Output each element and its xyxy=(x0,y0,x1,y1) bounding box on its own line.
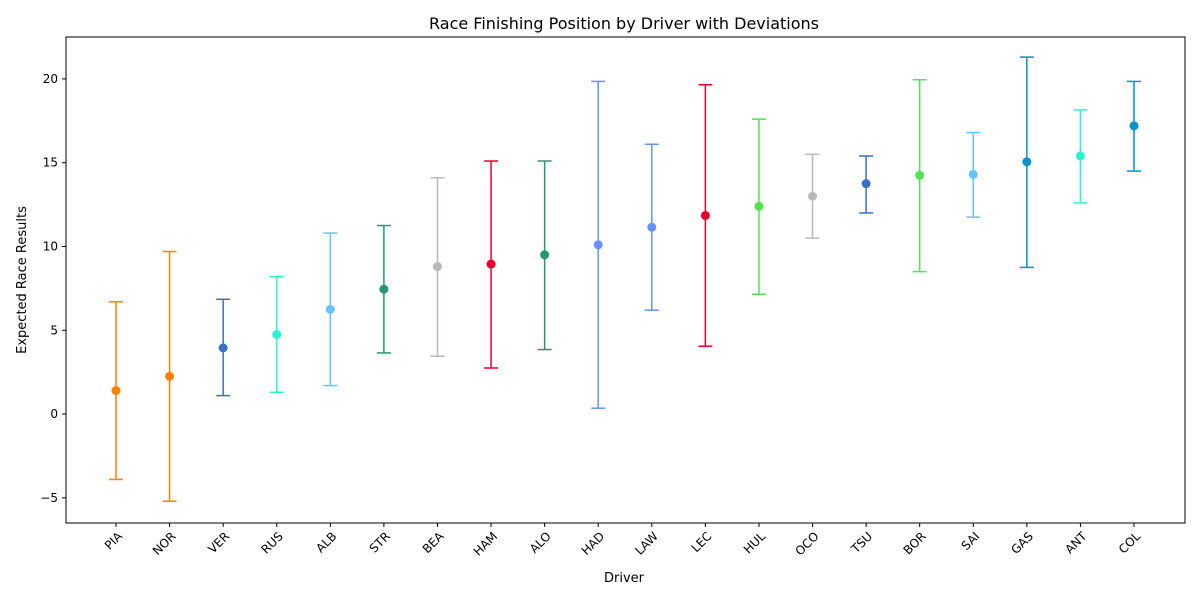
error-bar-sai xyxy=(966,131,981,218)
x-tick-label: SAI xyxy=(959,529,983,553)
error-bar-lec xyxy=(698,84,713,347)
error-bar-ver xyxy=(216,298,231,397)
error-bar-oco xyxy=(805,153,820,239)
data-point-alo xyxy=(540,250,550,260)
x-tick-label: ALB xyxy=(313,529,339,555)
x-axis: PIA NOR VER RUS ALB STR BEA HAM ALO HAD LAW LEC HUL O… xyxy=(102,523,1143,559)
y-tick-label: 15 xyxy=(43,156,58,170)
chart-title: Race Finishing Position by Driver with D… xyxy=(429,14,819,33)
axes-frame xyxy=(65,36,1186,524)
x-tick-label: ALO xyxy=(527,529,554,556)
x-tick-label: TSU xyxy=(848,529,875,556)
x-tick-label: RUS xyxy=(258,529,285,556)
y-tick-label: 20 xyxy=(43,72,58,86)
data-point-col xyxy=(1129,121,1139,131)
error-bar-rus xyxy=(269,275,284,394)
data-point-rus xyxy=(272,329,282,339)
x-tick-label: LEC xyxy=(689,529,715,555)
y-tick-label: 0 xyxy=(50,407,58,421)
error-bar-pia xyxy=(109,301,123,481)
y-axis: −5 0 5 10 15 20 xyxy=(40,72,66,505)
data-point-lec xyxy=(700,210,710,220)
data-point-sai xyxy=(968,169,978,179)
y-tick-label: 10 xyxy=(43,239,58,253)
x-tick-label: LAW xyxy=(632,529,661,558)
error-bar-bor xyxy=(912,78,927,273)
data-point-ham xyxy=(486,259,496,269)
error-bar-tsu xyxy=(859,155,874,214)
data-point-tsu xyxy=(861,179,871,189)
data-point-nor xyxy=(165,371,175,381)
data-point-pia xyxy=(111,386,121,396)
data-point-law xyxy=(647,222,657,232)
x-tick-label: VER xyxy=(205,529,232,556)
x-axis-label: Driver xyxy=(604,571,645,586)
error-bar-str xyxy=(376,224,391,354)
x-tick-label: HAM xyxy=(471,529,500,558)
error-bar-law xyxy=(644,143,659,311)
data-point-str xyxy=(379,284,389,294)
error-bar-ham xyxy=(484,160,499,369)
x-tick-label: GAS xyxy=(1008,529,1036,557)
error-bar-nor xyxy=(162,250,177,502)
x-tick-label: BOR xyxy=(901,529,929,557)
x-tick-label: ANT xyxy=(1062,529,1090,557)
error-bar-hul xyxy=(751,118,766,295)
data-point-bea xyxy=(432,262,442,272)
error-bar-ant xyxy=(1073,109,1088,204)
data-point-gas xyxy=(1022,157,1032,167)
data-point-hul xyxy=(754,201,764,211)
plot-area xyxy=(109,56,1141,502)
data-point-bor xyxy=(915,170,925,180)
x-tick-label: STR xyxy=(367,529,393,555)
error-bar-bea xyxy=(430,177,445,358)
error-bar-alb xyxy=(323,232,338,387)
data-point-oco xyxy=(808,191,818,201)
error-bar-gas xyxy=(1019,56,1034,269)
data-point-ver xyxy=(218,343,228,353)
x-tick-label: HAD xyxy=(579,529,608,558)
data-point-ant xyxy=(1075,151,1085,161)
y-tick-label: −5 xyxy=(40,491,58,505)
error-bar-col xyxy=(1127,80,1141,172)
x-tick-label: PIA xyxy=(102,529,126,553)
error-bar-had xyxy=(591,80,606,409)
x-tick-label: BEA xyxy=(420,529,447,556)
y-axis-label: Expected Race Results xyxy=(15,206,30,354)
error-bar-alo xyxy=(537,160,552,351)
data-point-had xyxy=(593,240,603,250)
x-tick-label: NOR xyxy=(150,529,179,558)
y-tick-label: 5 xyxy=(50,323,58,337)
x-tick-label: HUL xyxy=(741,529,768,556)
x-tick-label: OCO xyxy=(792,529,821,558)
data-point-alb xyxy=(325,304,335,314)
x-tick-label: COL xyxy=(1116,529,1143,556)
